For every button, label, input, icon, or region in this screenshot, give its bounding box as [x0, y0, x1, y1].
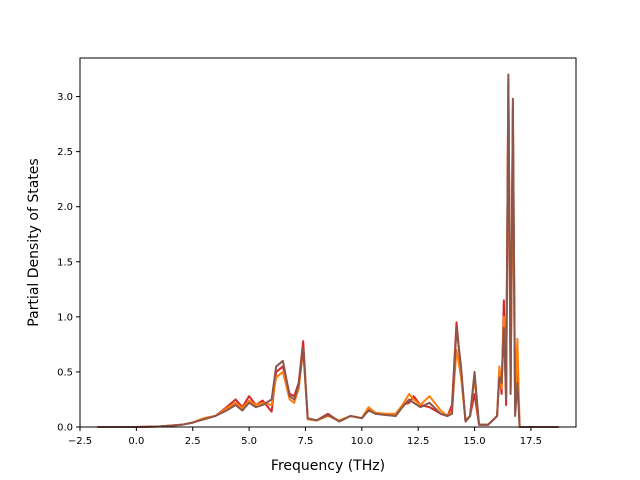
- x-tick-label: 5.0: [241, 436, 257, 447]
- x-tick-label: 0.0: [128, 436, 144, 447]
- y-tick-label: 1.5: [57, 257, 73, 268]
- y-axis-label: Partial Density of States: [26, 158, 42, 326]
- x-axis-label: Frequency (THz): [271, 458, 385, 474]
- y-tick-label: 3.0: [57, 92, 73, 103]
- x-tick-label: 2.5: [185, 436, 201, 447]
- series-line-1: [97, 79, 559, 428]
- y-tick-label: 1.0: [57, 312, 73, 323]
- x-tick-label: 12.5: [407, 436, 429, 447]
- y-tick-label: 0.5: [57, 367, 73, 378]
- x-tick-label: 17.5: [520, 436, 542, 447]
- x-tick-label: −2.5: [68, 436, 92, 447]
- series-line-3: [97, 73, 559, 428]
- axes-frame: [79, 57, 577, 428]
- series-line-2: [97, 84, 559, 428]
- x-axis-ticks: −2.5 0.0 2.5 5.0 7.5 10.0 12.5 15.0 17.5: [68, 427, 542, 447]
- y-tick-label: 0.0: [57, 423, 73, 434]
- y-axis-ticks: 0.0 0.5 1.0 1.5 2.0 2.5 3.0: [57, 92, 80, 434]
- x-tick-label: 7.5: [298, 436, 314, 447]
- y-tick-label: 2.5: [57, 147, 73, 158]
- x-tick-label: 15.0: [463, 436, 485, 447]
- x-tick-label: 10.0: [351, 436, 373, 447]
- y-tick-label: 2.0: [57, 202, 73, 213]
- plot-area: [79, 57, 577, 428]
- series-group: [97, 73, 559, 428]
